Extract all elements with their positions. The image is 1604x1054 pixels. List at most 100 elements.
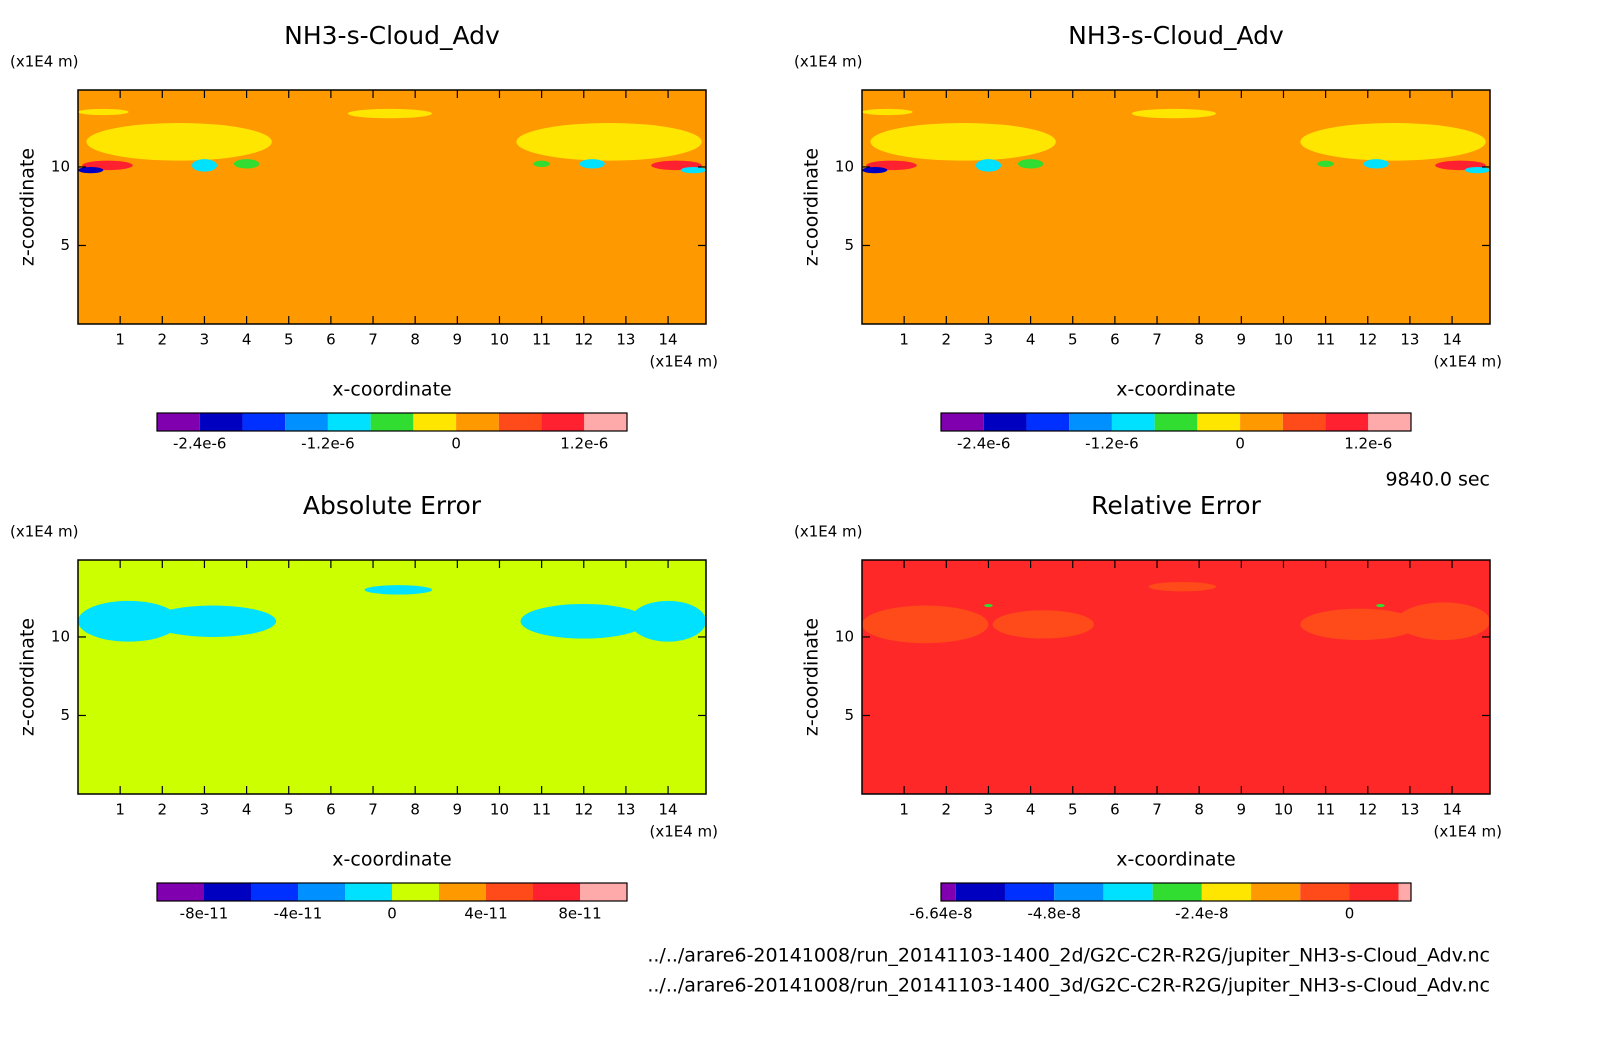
colorbar-tick-label: 0 xyxy=(451,435,461,453)
colorbar-segment xyxy=(199,413,243,431)
contour-patch xyxy=(78,600,180,642)
plot-frame xyxy=(77,559,707,795)
x-tick-label: 7 xyxy=(1152,331,1162,349)
colorbar-segment xyxy=(541,413,585,431)
contour-patch xyxy=(862,108,913,116)
chart-title: NH3-s-Cloud_Adv xyxy=(284,21,500,50)
x-tick-label: 4 xyxy=(242,801,252,819)
x-tick-label: 3 xyxy=(200,801,210,819)
contour-patch xyxy=(520,603,647,639)
x-tick-label: 12 xyxy=(574,331,593,349)
x-tick-label: 6 xyxy=(1110,801,1120,819)
contour-patch xyxy=(862,166,888,174)
contour-patch xyxy=(1300,608,1419,641)
file-path: ../../arare6-20141008/run_20141103-1400_… xyxy=(647,975,1490,997)
y-unit: (x1E4 m) xyxy=(794,523,863,541)
y-axis-label: z-coordinate xyxy=(17,618,39,736)
colorbar-segment xyxy=(204,883,251,901)
x-tick-label: 3 xyxy=(984,331,994,349)
colorbar-segment xyxy=(327,413,371,431)
colorbar-segment xyxy=(370,413,414,431)
x-axis-label: x-coordinate xyxy=(332,379,451,401)
field-background xyxy=(78,560,706,794)
plot-frame xyxy=(861,89,1491,325)
colorbar-segment xyxy=(392,883,439,901)
colorbar-segment xyxy=(498,413,542,431)
x-tick-label: 3 xyxy=(200,331,210,349)
x-tick-label: 1 xyxy=(899,801,909,819)
plot-area xyxy=(862,90,1490,324)
colorbar-tick-label: -2.4e-6 xyxy=(957,435,1010,453)
colorbar-segment xyxy=(1398,883,1411,901)
x-tick-label: 9 xyxy=(1237,331,1247,349)
y-tick-label: 5 xyxy=(60,236,70,254)
y-axis-label: z-coordinate xyxy=(801,618,823,736)
colorbar-segment xyxy=(1103,883,1153,901)
colorbar-segment xyxy=(486,883,533,901)
contour-patch xyxy=(149,605,277,637)
x-tick-label: 12 xyxy=(1358,801,1377,819)
colorbar-segment xyxy=(1152,883,1202,901)
plot-area xyxy=(862,560,1490,794)
x-tick-label: 13 xyxy=(616,801,635,819)
x-tick-label: 2 xyxy=(158,801,168,819)
x-tick-label: 1 xyxy=(115,331,125,349)
contour-patch xyxy=(870,122,1056,161)
y-tick-label: 5 xyxy=(60,706,70,724)
y-tick-label: 10 xyxy=(835,627,854,645)
colorbar-segment xyxy=(251,883,298,901)
plot-frame xyxy=(861,559,1491,795)
x-tick-label: 4 xyxy=(1026,801,1036,819)
x-tick-label: 2 xyxy=(942,801,952,819)
x-tick-label: 1 xyxy=(899,331,909,349)
x-tick-label: 13 xyxy=(1400,801,1419,819)
x-tick-label: 14 xyxy=(1443,331,1462,349)
y-tick-label: 10 xyxy=(51,157,70,175)
x-tick-label: 7 xyxy=(368,331,378,349)
contour-patch xyxy=(1131,108,1217,119)
contour-patch xyxy=(533,160,551,167)
contour-patch xyxy=(233,159,260,169)
y-unit: (x1E4 m) xyxy=(794,53,863,71)
x-tick-label: 8 xyxy=(410,801,420,819)
x-tick-label: 12 xyxy=(574,801,593,819)
colorbar-tick-label: -2.4e-8 xyxy=(1175,905,1228,923)
contour-patch xyxy=(1317,160,1335,167)
contour-patch xyxy=(862,605,989,644)
y-tick-label: 5 xyxy=(844,236,854,254)
colorbar-segment xyxy=(242,413,286,431)
contour-patch xyxy=(78,166,104,174)
colorbar-segment xyxy=(1201,883,1252,901)
x-tick-label: 5 xyxy=(284,331,294,349)
colorbar-frame xyxy=(940,412,1412,432)
y-tick-label: 10 xyxy=(835,157,854,175)
x-tick-label: 5 xyxy=(1068,331,1078,349)
contour-patch xyxy=(1300,122,1486,161)
colorbar-segment xyxy=(157,413,200,431)
contour-patch xyxy=(1017,159,1044,169)
x-unit: (x1E4 m) xyxy=(649,353,718,371)
colorbar-segment xyxy=(1300,883,1350,901)
x-tick-label: 3 xyxy=(984,801,994,819)
colorbar-segment xyxy=(1197,413,1241,431)
colorbar-tick-label: -4e-11 xyxy=(274,905,323,923)
colorbar-segment xyxy=(941,883,956,901)
colorbar-segment xyxy=(1251,883,1301,901)
contour-patch xyxy=(364,585,433,595)
contour-patch xyxy=(1148,581,1217,592)
colorbar-tick-label: 1.2e-6 xyxy=(560,435,608,453)
contour-patch xyxy=(992,610,1094,639)
x-tick-label: 6 xyxy=(1110,331,1120,349)
x-tick-label: 4 xyxy=(1026,331,1036,349)
colorbar-segment xyxy=(1069,413,1112,431)
chart-title: Relative Error xyxy=(1091,491,1261,520)
x-unit: (x1E4 m) xyxy=(1433,823,1502,841)
x-tick-label: 8 xyxy=(1194,331,1204,349)
x-tick-label: 10 xyxy=(1274,331,1293,349)
x-tick-label: 14 xyxy=(659,801,678,819)
colorbar-segment xyxy=(345,883,392,901)
contour-patch xyxy=(1376,603,1385,608)
contour-patch xyxy=(630,600,706,642)
contour-patch xyxy=(1363,159,1389,169)
